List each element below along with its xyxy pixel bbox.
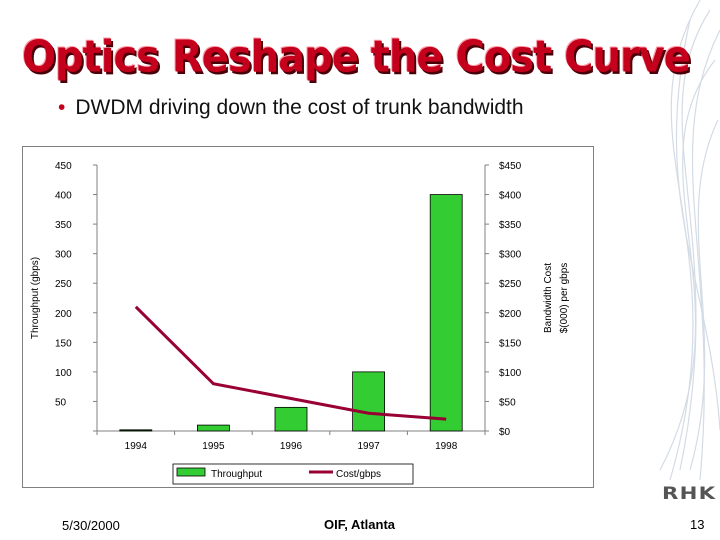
y-right-tick-label: $0 — [499, 427, 511, 438]
y-right-tick-label: $350 — [499, 220, 522, 231]
y-left-tick-label: 250 — [55, 279, 72, 290]
footer-venue: OIF, Atlanta — [324, 517, 396, 532]
bullet-point: • DWDM driving down the cost of trunk ban… — [58, 96, 524, 120]
y-left-tick-label: 450 — [55, 161, 72, 172]
y-right-tick-label: $450 — [499, 161, 522, 172]
legend-label-throughput: Throughput — [211, 469, 262, 480]
combo-chart: 50 100 150 200 250 300 350 400 450 $0 $50 $100 $150 $… — [30, 161, 570, 485]
y-left-tick-label: 400 — [55, 191, 72, 202]
y-left-tick-label: 150 — [55, 338, 72, 349]
y-left-tick-label: 300 — [55, 250, 72, 261]
bullet-dot-icon: • — [58, 96, 66, 119]
chart-container: 50 100 150 200 250 300 350 400 450 $0 $50 $100 $150 $… — [22, 146, 594, 488]
y-left-tick-label: 100 — [55, 368, 72, 379]
y-right-tick-label: $50 — [499, 397, 516, 408]
bar-throughput — [274, 406, 308, 432]
decorative-swirl — [560, 0, 720, 485]
legend-box — [172, 463, 414, 485]
x-tick-label: 1994 — [125, 441, 148, 452]
bullet-text: DWDM driving down the cost of trunk band… — [75, 96, 524, 119]
bar-throughput — [119, 429, 153, 432]
page-number: 13 — [690, 517, 705, 532]
y-right-axis-label-line1: Bandwidth Cost — [543, 263, 554, 333]
y-right-tick-label: $200 — [499, 309, 522, 320]
footer-date: 5/30/2000 — [62, 518, 120, 533]
y-left-axis-label: Throughput (gbps) — [30, 257, 41, 339]
y-right-tick-label: $300 — [499, 250, 522, 261]
y-left-tick-label: 350 — [55, 220, 72, 231]
bar-throughput — [196, 424, 230, 432]
y-right-axis-label-line2: $(000) per gbps — [559, 263, 570, 334]
line-cost-gbps — [134, 305, 447, 421]
x-tick-label: 1997 — [357, 441, 380, 452]
bar-throughput — [352, 371, 386, 432]
legend-swatch-throughput — [176, 467, 206, 477]
y-right-tick-label: $100 — [499, 368, 522, 379]
x-tick-label: 1995 — [202, 441, 225, 452]
y-right-tick-label: $400 — [499, 191, 522, 202]
slide-title: Optics Reshape the Cost Curve — [22, 32, 691, 83]
bar-throughput — [429, 194, 463, 432]
y-right-tick-label: $150 — [499, 338, 522, 349]
legend-label-cost: Cost/gbps — [336, 469, 381, 480]
x-tick-label: 1996 — [280, 441, 303, 452]
y-left-tick-label: 200 — [55, 309, 72, 320]
x-tick-label: 1998 — [435, 441, 458, 452]
y-right-tick-label: $250 — [499, 279, 522, 290]
y-left-tick-label: 50 — [55, 397, 67, 408]
rhk-logo: RHK — [662, 484, 717, 504]
